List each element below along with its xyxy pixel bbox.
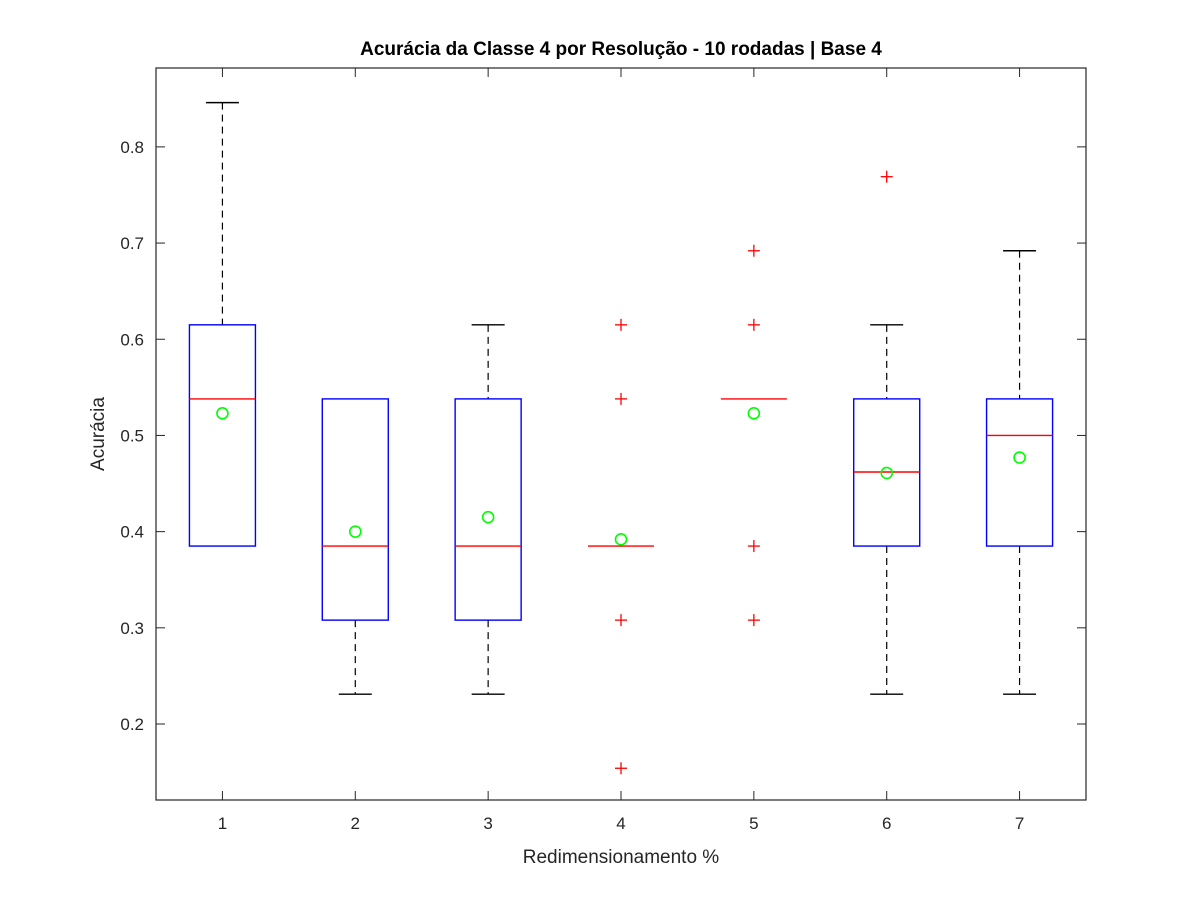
mean-marker (747, 407, 761, 420)
outlier-marker (747, 540, 760, 553)
chart-title: Acurácia da Classe 4 por Resolução - 10 … (360, 39, 882, 60)
y-tick-label: 0.8 (120, 138, 144, 157)
box-group-5 (720, 244, 787, 627)
mean-marker (348, 525, 362, 538)
y-tick-label: 0.7 (120, 234, 144, 253)
y-tick-label: 0.3 (120, 619, 144, 638)
outlier-marker (880, 170, 893, 183)
axes-frame (155, 67, 1087, 801)
box-group-1 (188, 101, 257, 547)
y-tick-label: 0.5 (120, 426, 144, 445)
iqr-box (454, 398, 522, 621)
mean-marker (614, 533, 628, 546)
y-axis-label: Acurácia (88, 397, 109, 471)
x-tick-label: 7 (1015, 814, 1024, 833)
box-group-2 (321, 398, 389, 695)
box-group-7 (985, 250, 1054, 695)
mean-marker (1013, 451, 1026, 464)
outlier-marker (615, 392, 627, 405)
iqr-box (188, 324, 257, 547)
x-tick-label: 3 (483, 814, 492, 833)
box-group-3 (454, 324, 522, 695)
outlier-marker (747, 318, 760, 331)
x-tick-label: 2 (351, 814, 360, 833)
x-tick-label: 4 (616, 814, 625, 833)
outlier-marker (747, 614, 760, 627)
outlier-marker (615, 318, 627, 331)
x-tick-label: 1 (218, 814, 227, 833)
outlier-marker (615, 762, 627, 775)
box-group-6 (853, 170, 921, 695)
mean-marker (880, 466, 894, 480)
iqr-box (985, 398, 1054, 547)
box-group-4 (588, 318, 654, 775)
plot-area (188, 101, 1054, 775)
iqr-box (321, 398, 389, 621)
y-tick-label: 0.2 (120, 715, 144, 734)
y-tick-label: 0.4 (120, 523, 144, 542)
axis-ticks: 0.2 0.3 0.4 0.5 0.6 0.7 0.8 1 2 3 4 5 6 7 (120, 68, 1086, 833)
mean-marker (216, 407, 229, 420)
outlier-marker (615, 614, 627, 627)
x-axis-label: Redimensionamento % (523, 847, 720, 868)
x-tick-label: 5 (749, 814, 758, 833)
x-tick-label: 6 (882, 814, 891, 833)
mean-marker (481, 510, 495, 524)
outlier-marker (747, 244, 760, 257)
y-tick-label: 0.6 (120, 330, 144, 349)
